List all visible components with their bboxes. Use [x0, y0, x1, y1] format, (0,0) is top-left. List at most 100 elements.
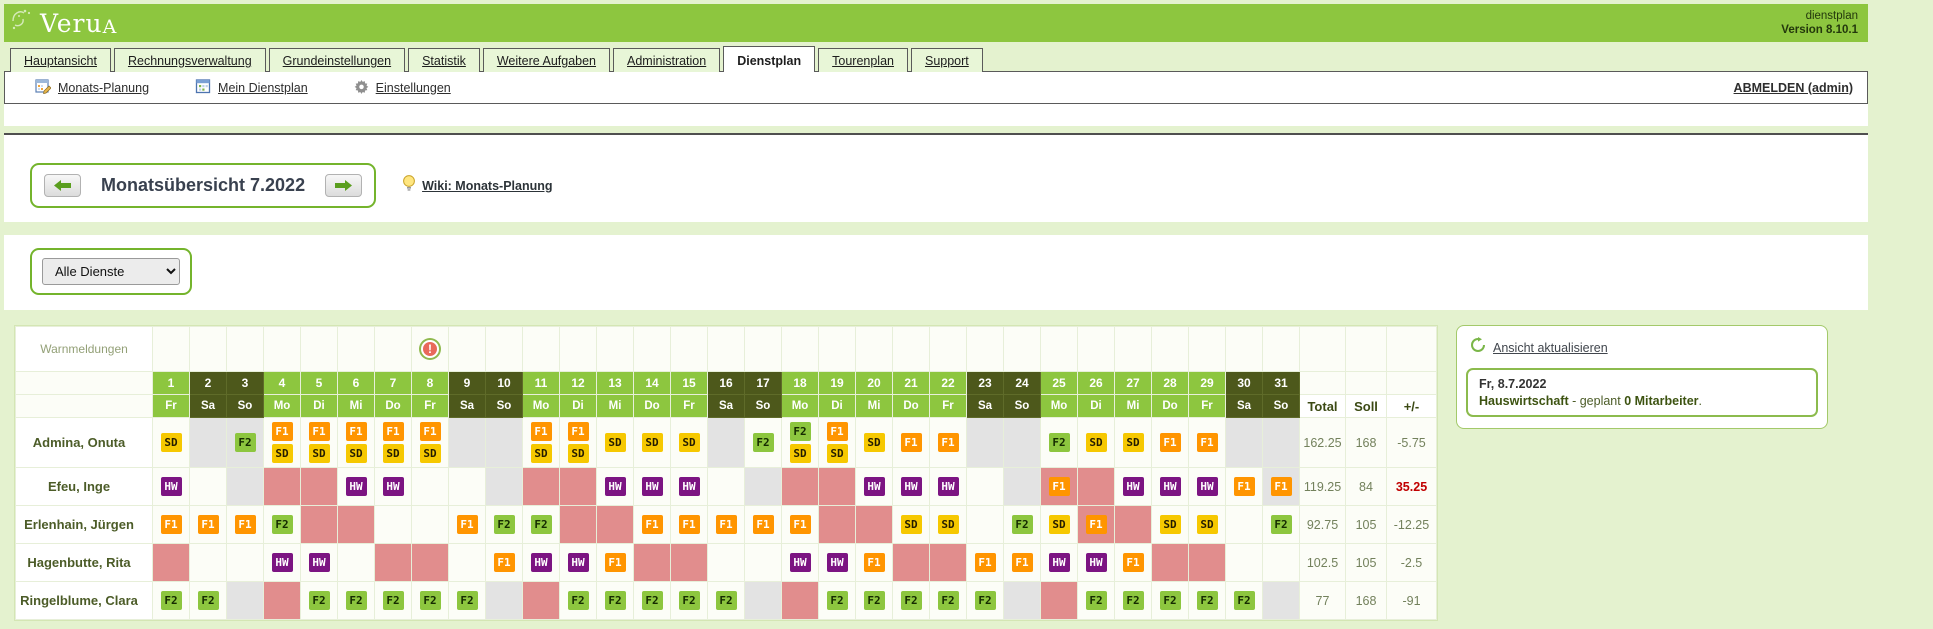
- roster-cell-day-6[interactable]: F2: [337, 581, 375, 620]
- shift-badge-F2[interactable]: F2: [678, 591, 700, 610]
- roster-cell-day-6[interactable]: [337, 543, 375, 582]
- roster-cell-day-27[interactable]: [1114, 505, 1152, 544]
- shift-badge-SD[interactable]: SD: [900, 515, 922, 534]
- shift-badge-SD[interactable]: SD: [604, 433, 626, 452]
- roster-cell-day-30[interactable]: [1225, 505, 1263, 544]
- shift-badge-SD[interactable]: SD: [271, 444, 293, 463]
- shift-badge-F1[interactable]: F1: [1085, 515, 1107, 534]
- roster-cell-day-4[interactable]: [263, 581, 301, 620]
- roster-cell-day-8[interactable]: F2: [411, 581, 449, 620]
- roster-cell-day-8[interactable]: F1 SD: [411, 417, 449, 468]
- tab-grundeinstellungen[interactable]: Grundeinstellungen: [268, 48, 406, 72]
- roster-cell-day-21[interactable]: F1: [892, 417, 930, 468]
- tab-administration[interactable]: Administration: [613, 48, 721, 72]
- shift-badge-SD[interactable]: SD: [1159, 515, 1181, 534]
- shift-badge-F2[interactable]: F2: [382, 591, 404, 610]
- shift-badge-HW[interactable]: HW: [308, 553, 330, 572]
- shift-badge-F1[interactable]: F1: [1011, 553, 1033, 572]
- shift-badge-SD[interactable]: SD: [826, 444, 848, 463]
- shift-badge-F1[interactable]: F1: [419, 422, 441, 441]
- shift-badge-F1[interactable]: F1: [567, 422, 589, 441]
- roster-cell-day-8[interactable]: [411, 505, 449, 544]
- shift-badge-HW[interactable]: HW: [826, 553, 848, 572]
- shift-badge-HW[interactable]: HW: [271, 553, 293, 572]
- shift-badge-SD[interactable]: SD: [160, 433, 182, 452]
- roster-cell-day-15[interactable]: [670, 543, 708, 582]
- roster-cell-day-26[interactable]: HW: [1077, 543, 1115, 582]
- shift-badge-F2[interactable]: F2: [789, 422, 811, 441]
- shift-badge-F2[interactable]: F2: [234, 433, 256, 452]
- roster-cell-day-12[interactable]: [559, 505, 597, 544]
- roster-cell-day-3[interactable]: F2: [226, 417, 264, 468]
- roster-cell-day-28[interactable]: HW: [1151, 467, 1189, 506]
- shift-badge-F1[interactable]: F1: [900, 433, 922, 452]
- roster-cell-day-9[interactable]: F1: [448, 505, 486, 544]
- roster-cell-day-1[interactable]: HW: [152, 467, 190, 506]
- tab-tourenplan[interactable]: Tourenplan: [818, 48, 908, 72]
- roster-cell-day-4[interactable]: [263, 467, 301, 506]
- roster-cell-day-1[interactable]: F2: [152, 581, 190, 620]
- roster-cell-day-24[interactable]: F2: [1003, 505, 1041, 544]
- roster-cell-day-22[interactable]: [929, 543, 967, 582]
- tab-support[interactable]: Support: [910, 48, 983, 72]
- roster-cell-day-26[interactable]: F2: [1077, 581, 1115, 620]
- roster-cell-day-21[interactable]: F2: [892, 581, 930, 620]
- shift-badge-F1[interactable]: F1: [530, 422, 552, 441]
- shift-badge-F1[interactable]: F1: [604, 553, 626, 572]
- roster-cell-day-15[interactable]: HW: [670, 467, 708, 506]
- roster-cell-day-9[interactable]: F2: [448, 581, 486, 620]
- roster-cell-day-30[interactable]: F1: [1225, 467, 1263, 506]
- shift-badge-F2[interactable]: F2: [345, 591, 367, 610]
- shift-badge-F1[interactable]: F1: [641, 515, 663, 534]
- roster-cell-day-16[interactable]: F2: [707, 581, 745, 620]
- shift-badge-F2[interactable]: F2: [1048, 433, 1070, 452]
- toolbar-item-einstellungen[interactable]: Einstellungen: [354, 79, 451, 97]
- service-filter-select[interactable]: Alle Dienste: [42, 258, 180, 285]
- roster-cell-day-30[interactable]: [1225, 543, 1263, 582]
- shift-badge-F1[interactable]: F1: [1270, 477, 1292, 496]
- roster-cell-day-19[interactable]: F1 SD: [818, 417, 856, 468]
- shift-badge-SD[interactable]: SD: [345, 444, 367, 463]
- roster-cell-day-17[interactable]: [744, 467, 782, 506]
- roster-cell-day-11[interactable]: F2: [522, 505, 560, 544]
- roster-cell-day-9[interactable]: [448, 417, 486, 468]
- shift-badge-F1[interactable]: F1: [826, 422, 848, 441]
- prev-month-button[interactable]: [44, 174, 81, 197]
- roster-cell-day-18[interactable]: F1: [781, 505, 819, 544]
- roster-cell-day-14[interactable]: [633, 543, 671, 582]
- roster-cell-day-18[interactable]: HW: [781, 543, 819, 582]
- roster-cell-day-30[interactable]: F2: [1225, 581, 1263, 620]
- roster-cell-day-16[interactable]: [707, 417, 745, 468]
- shift-badge-HW[interactable]: HW: [863, 477, 885, 496]
- roster-cell-day-5[interactable]: [300, 505, 338, 544]
- shift-badge-F2[interactable]: F2: [937, 591, 959, 610]
- shift-badge-SD[interactable]: SD: [1196, 515, 1218, 534]
- roster-cell-day-20[interactable]: [855, 505, 893, 544]
- roster-cell-day-5[interactable]: F1 SD: [300, 417, 338, 468]
- roster-cell-day-7[interactable]: F1 SD: [374, 417, 412, 468]
- roster-cell-day-11[interactable]: [522, 581, 560, 620]
- roster-cell-day-26[interactable]: SD: [1077, 417, 1115, 468]
- roster-cell-day-5[interactable]: [300, 467, 338, 506]
- shift-badge-F1[interactable]: F1: [493, 553, 515, 572]
- shift-badge-F2[interactable]: F2: [752, 433, 774, 452]
- shift-badge-F1[interactable]: F1: [1196, 433, 1218, 452]
- shift-badge-F2[interactable]: F2: [641, 591, 663, 610]
- shift-badge-F2[interactable]: F2: [160, 591, 182, 610]
- roster-cell-day-4[interactable]: HW: [263, 543, 301, 582]
- tab-dienstplan[interactable]: Dienstplan: [723, 46, 816, 72]
- shift-badge-HW[interactable]: HW: [937, 477, 959, 496]
- roster-cell-day-28[interactable]: F2: [1151, 581, 1189, 620]
- roster-cell-day-28[interactable]: [1151, 543, 1189, 582]
- shift-badge-SD[interactable]: SD: [1085, 433, 1107, 452]
- roster-cell-day-7[interactable]: [374, 543, 412, 582]
- roster-cell-day-22[interactable]: SD: [929, 505, 967, 544]
- shift-badge-F2[interactable]: F2: [567, 591, 589, 610]
- wiki-link[interactable]: Wiki: Monats-Planung: [422, 178, 553, 193]
- roster-cell-day-13[interactable]: HW: [596, 467, 634, 506]
- roster-cell-day-19[interactable]: F2: [818, 581, 856, 620]
- roster-cell-day-25[interactable]: F2: [1040, 417, 1078, 468]
- shift-badge-F2[interactable]: F2: [530, 515, 552, 534]
- roster-cell-day-18[interactable]: [781, 467, 819, 506]
- roster-cell-day-20[interactable]: SD: [855, 417, 893, 468]
